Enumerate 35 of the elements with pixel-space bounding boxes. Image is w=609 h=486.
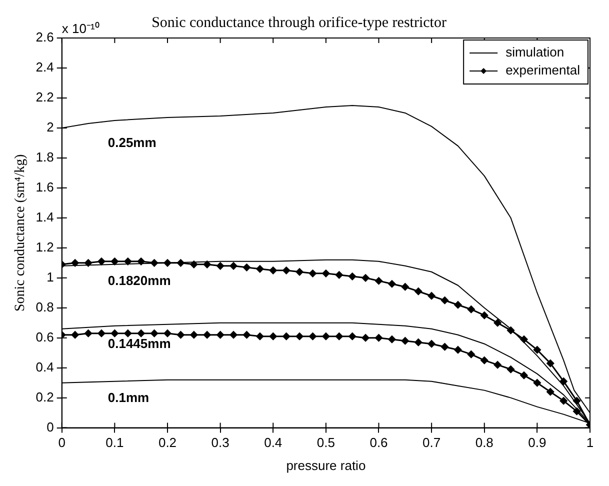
y-tick-label: 0	[46, 419, 54, 434]
x-tick-label: 0.7	[422, 435, 441, 450]
annotation: 0.25mm	[108, 135, 156, 150]
y-tick-label: 1.2	[36, 239, 54, 254]
x-tick-label: 0.1	[106, 435, 124, 450]
y-tick-label: 0.8	[36, 299, 54, 314]
x-tick-label: 0.4	[264, 435, 282, 450]
annotation: 0.1mm	[108, 390, 150, 405]
y-axis-title: Sonic conductance (sm⁴/kg)	[13, 154, 28, 312]
y-tick-label: 2.6	[36, 30, 54, 45]
x-tick-label: 0	[58, 435, 66, 450]
annotation: 0.1445mm	[108, 336, 171, 351]
x-tick-label: 0.9	[528, 435, 546, 450]
y-tick-label: 1.6	[36, 180, 54, 194]
chart-title: Sonic conductance through orifice-type restrictor	[152, 14, 446, 31]
x-tick-label: 0.8	[475, 435, 494, 450]
y-tick-label: 0.6	[36, 329, 54, 344]
x-tick-label: 1	[586, 435, 594, 450]
x-tick-label: 0.3	[211, 435, 230, 450]
y-tick-label: 2.4	[36, 60, 54, 75]
y-tick-label: 1.4	[36, 209, 54, 224]
x-tick-label: 0.5	[316, 435, 335, 450]
y-tick-label: 2.2	[36, 90, 54, 105]
legend-label: simulation	[506, 44, 564, 60]
annotation: 0.1820mm	[108, 272, 171, 288]
x-axis-title: pressure ratio	[286, 458, 366, 473]
y-tick-label: 0.4	[36, 359, 54, 374]
y-tick-label: 0.2	[36, 389, 54, 404]
y-tick-label: 1	[46, 269, 54, 284]
y-tick-label: 2	[46, 120, 54, 135]
x-tick-label: 0.6	[370, 435, 388, 450]
y-tick-label: 1.8	[36, 150, 54, 165]
legend-label: experimental	[506, 62, 580, 78]
x-tick-label: 0.2	[158, 435, 177, 450]
text: x 10⁻¹⁰	[62, 21, 100, 36]
